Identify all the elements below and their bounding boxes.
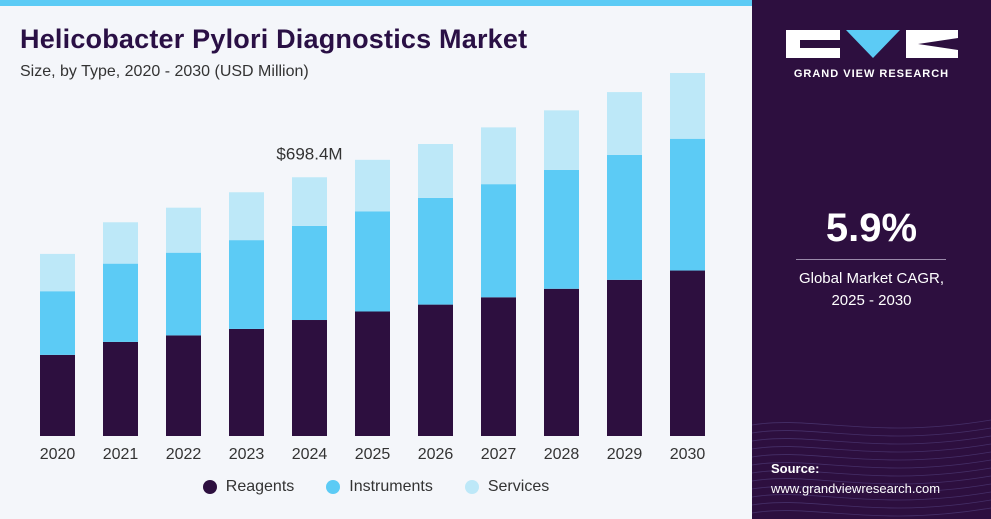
bar-reagents-2029 [607,279,642,436]
legend-label-reagents: Reagents [225,478,295,495]
cagr-label-line2: 2025 - 2030 [831,292,912,309]
bar-reagents-2024 [292,320,327,436]
bar-services-2029 [607,92,642,155]
bar-reagents-2020 [40,354,75,436]
bar-reagents-2028 [544,288,579,436]
accent-bar [0,0,752,6]
x-tick-label-2029: 2029 [607,446,643,463]
bar-services-2021 [103,222,138,264]
bar-instruments-2026 [418,197,453,305]
bar-services-2030 [670,73,705,139]
x-tick-label-2021: 2021 [103,446,139,463]
bar-reagents-2022 [166,335,201,436]
bar-services-2026 [418,144,453,198]
bar-reagents-2026 [418,304,453,436]
x-tick-label-2023: 2023 [229,446,265,463]
x-tick-label-2028: 2028 [544,446,580,463]
bar-services-2022 [166,207,201,253]
legend-item-services: Services [464,478,550,496]
bar-reagents-2023 [229,328,264,436]
x-tick-label-2027: 2027 [481,446,517,463]
source-label: Source: [771,461,820,476]
bar-instruments-2023 [229,240,264,329]
grand-view-research-logo [786,30,958,58]
wave-pattern-decoration [752,419,991,517]
brand-name: GRAND VIEW RESEARCH [793,68,950,80]
bar-services-2028 [544,110,579,170]
bar-instruments-2029 [607,154,642,280]
sidebar: GRAND VIEW RESEARCH 5.9% Global Market C… [752,0,991,519]
bar-instruments-2028 [544,169,579,289]
cagr-label-line1: Global Market CAGR, [798,270,945,287]
data-label-2024: $698.4M [276,144,342,163]
x-tick-label-2025: 2025 [355,446,391,463]
bar-instruments-2021 [103,263,138,342]
cagr-label: Global Market CAGR, 2025 - 2030 [752,268,991,312]
bar-reagents-2030 [670,270,705,436]
bar-instruments-2025 [355,211,390,312]
legend-swatch-reagents [202,480,217,494]
stacked-bar-chart: 2020 2021 2022 2023 2024 $698.4M 2025 2026 2027 2… [40,73,706,463]
x-tick-label-2030: 2030 [670,446,706,463]
bar-services-2027 [481,127,516,185]
chart-subtitle: Size, by Type, 2020 - 2030 (USD Million) [20,63,309,80]
legend-label-services: Services [487,478,550,495]
chart-legend: Reagents Instruments Services [0,478,752,496]
x-tick-label-2022: 2022 [166,446,202,463]
legend-item-reagents: Reagents [202,478,295,496]
x-tick-label-2024: 2024 [292,446,328,463]
bar-reagents-2025 [355,311,390,436]
bar-instruments-2020 [40,291,75,355]
bar-services-2023 [229,192,264,241]
source-url[interactable]: www.grandviewresearch.com [771,481,941,496]
x-tick-label-2026: 2026 [418,446,454,463]
bar-instruments-2024 [292,225,327,321]
cagr-value: 5.9% [825,206,918,250]
chart-title: Helicobacter Pylori Diagnostics Market [20,24,528,54]
bar-instruments-2030 [670,138,705,271]
legend-label-instruments: Instruments [349,478,433,495]
cagr-divider [796,259,946,260]
legend-item-instruments: Instruments [326,478,433,496]
bar-services-2025 [355,159,390,212]
bar-instruments-2022 [166,252,201,336]
bar-instruments-2027 [481,184,516,298]
legend-swatch-services [464,480,479,494]
bar-services-2020 [40,253,75,292]
x-tick-label-2020: 2020 [40,446,76,463]
bar-reagents-2027 [481,297,516,436]
legend-swatch-instruments [326,480,341,494]
bar-reagents-2021 [103,341,138,436]
chart-panel: Helicobacter Pylori Diagnostics Market S… [0,0,752,519]
bar-services-2024 [292,177,327,226]
